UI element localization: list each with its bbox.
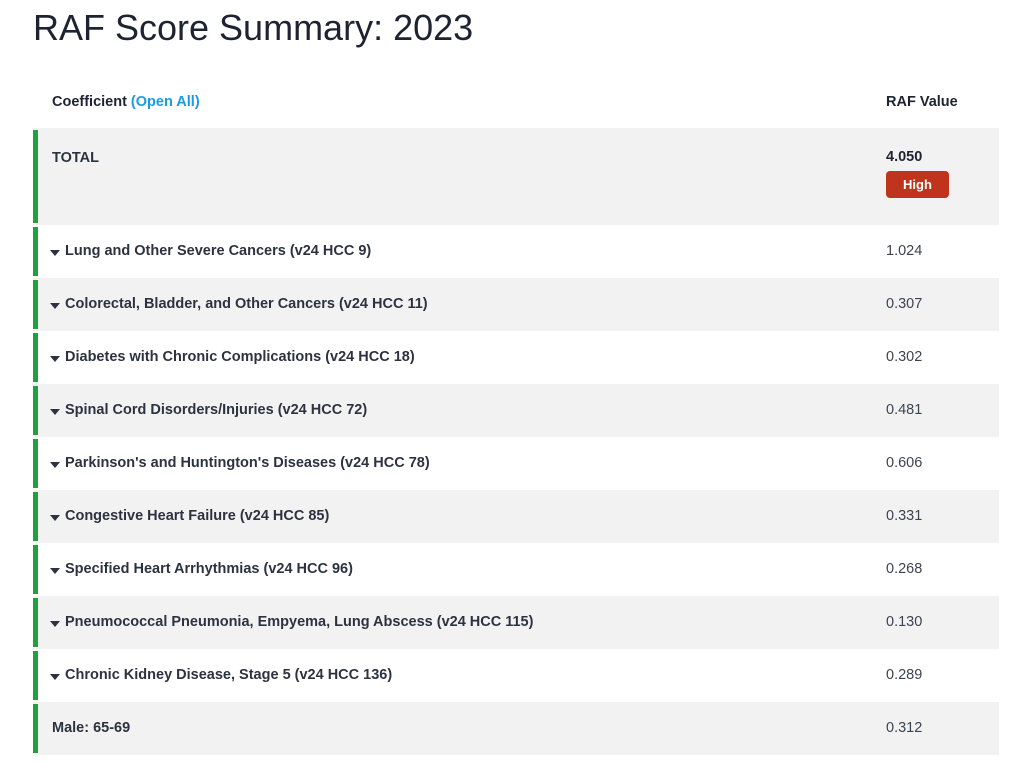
row-accent-bar	[33, 439, 38, 488]
row-raf-value: 0.331	[886, 508, 923, 524]
table-row[interactable]: Specified Heart Arrhythmias (v24 HCC 96)…	[33, 543, 999, 596]
row-raf-value: 0.268	[886, 561, 923, 577]
table-row[interactable]: Spinal Cord Disorders/Injuries (v24 HCC …	[33, 384, 999, 437]
table-row[interactable]: Lung and Other Severe Cancers (v24 HCC 9…	[33, 225, 999, 278]
row-label: Pneumococcal Pneumonia, Empyema, Lung Ab…	[65, 614, 534, 630]
page-title: RAF Score Summary: 2023	[33, 7, 474, 48]
row-accent-bar	[33, 280, 38, 329]
total-raf-value: 4.050	[886, 149, 923, 165]
row-raf-value: 1.024	[886, 243, 923, 259]
chevron-down-icon[interactable]	[50, 250, 60, 256]
chevron-down-icon[interactable]	[50, 462, 60, 468]
coefficient-label: Coefficient	[52, 94, 127, 110]
table-row[interactable]: Colorectal, Bladder, and Other Cancers (…	[33, 278, 999, 331]
table-row[interactable]: Male: 65-69 0.312	[33, 702, 999, 755]
row-label: Male: 65-69	[52, 720, 131, 736]
row-label: Lung and Other Severe Cancers (v24 HCC 9…	[65, 243, 372, 259]
table-row[interactable]: Congestive Heart Failure (v24 HCC 85) 0.3…	[33, 490, 999, 543]
row-accent-bar	[33, 598, 38, 647]
table-row-total: TOTAL 4.050 High	[33, 128, 999, 225]
raf-score-table: Coefficient (Open All) RAF Value TOTAL 4.…	[33, 85, 999, 755]
row-raf-value: 0.606	[886, 455, 923, 471]
row-accent-bar	[33, 545, 38, 594]
row-raf-value: 0.302	[886, 349, 923, 365]
chevron-down-icon[interactable]	[50, 674, 60, 680]
table-row[interactable]: Pneumococcal Pneumonia, Empyema, Lung Ab…	[33, 596, 999, 649]
row-label: Colorectal, Bladder, and Other Cancers (…	[65, 296, 428, 312]
row-accent-bar	[33, 333, 38, 382]
table-header-row: Coefficient (Open All) RAF Value	[33, 85, 999, 128]
chevron-down-icon[interactable]	[50, 409, 60, 415]
row-raf-value: 0.289	[886, 667, 923, 683]
row-label: Specified Heart Arrhythmias (v24 HCC 96)	[65, 561, 353, 577]
row-accent-bar	[33, 386, 38, 435]
row-raf-value: 0.130	[886, 614, 923, 630]
chevron-down-icon[interactable]	[50, 621, 60, 627]
row-raf-value: 0.312	[886, 720, 923, 736]
row-raf-value: 0.307	[886, 296, 923, 312]
row-label: Diabetes with Chronic Complications (v24…	[65, 349, 415, 365]
chevron-down-icon[interactable]	[50, 356, 60, 362]
row-label: Chronic Kidney Disease, Stage 5 (v24 HCC…	[65, 667, 393, 683]
chevron-down-icon[interactable]	[50, 303, 60, 309]
chevron-down-icon[interactable]	[50, 515, 60, 521]
row-accent-bar	[33, 704, 38, 753]
row-accent-bar	[33, 651, 38, 700]
row-accent-bar	[33, 492, 38, 541]
row-raf-value: 0.481	[886, 402, 923, 418]
row-label: Spinal Cord Disorders/Injuries (v24 HCC …	[65, 402, 368, 418]
total-label: TOTAL	[52, 150, 99, 166]
table-row[interactable]: Chronic Kidney Disease, Stage 5 (v24 HCC…	[33, 649, 999, 702]
row-label: Congestive Heart Failure (v24 HCC 85)	[65, 508, 330, 524]
table-row[interactable]: Parkinson's and Huntington's Diseases (v…	[33, 437, 999, 490]
column-header-coefficient: Coefficient (Open All)	[52, 94, 200, 110]
open-all-link[interactable]: (Open All)	[130, 94, 200, 110]
chevron-down-icon[interactable]	[50, 568, 60, 574]
status-badge-high[interactable]: High	[886, 171, 949, 198]
row-label: Parkinson's and Huntington's Diseases (v…	[65, 455, 430, 471]
row-accent-bar	[33, 227, 38, 276]
row-accent-bar	[33, 130, 38, 223]
column-header-raf-value: RAF Value	[886, 94, 958, 110]
table-body: Lung and Other Severe Cancers (v24 HCC 9…	[33, 225, 999, 755]
table-row[interactable]: Diabetes with Chronic Complications (v24…	[33, 331, 999, 384]
